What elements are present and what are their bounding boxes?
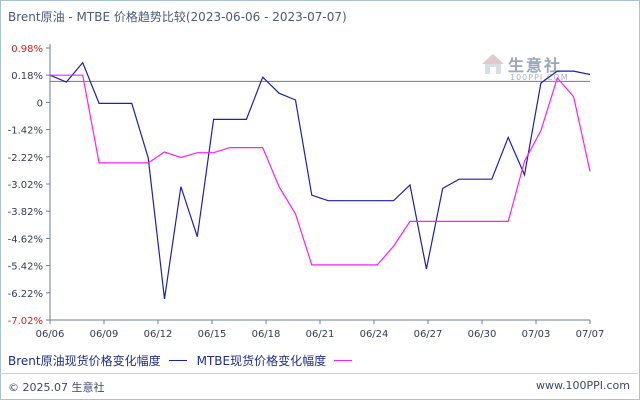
x-tick-label: 06/12 [144,329,173,340]
y-tick-label: -5.42% [8,262,43,273]
y-tick-label: 0 [37,98,43,109]
chart-axes [49,44,590,321]
x-tick-label: 07/07 [576,329,605,340]
footer-copyright: © 2025.07 生意社 [8,381,105,394]
logo-text: 生意社 [508,56,563,75]
x-tick-label: 06/15 [198,329,227,340]
y-tick-label: -1.42% [8,126,43,137]
y-axis-ticks: 0.98% 0.18% 0 -1.42% -2.22% -3.02% -3.82% -4.62… [8,44,50,327]
legend: Brent原油现货价格变化幅度 MTBE现货价格变化幅度 [8,352,362,369]
footer-divider [0,373,638,374]
legend-swatch-brent [168,360,187,361]
logo-icon [482,54,504,74]
x-tick-label: 06/06 [36,329,65,340]
legend-swatch-mtbe [334,360,353,361]
x-tick-label: 06/09 [90,329,119,340]
series-line-mtbe [50,74,591,266]
x-tick-label: 06/27 [414,329,443,340]
chart-title: Brent原油 - MTBE 价格趋势比较(2023-06-06 - 2023-… [8,10,347,24]
series-line-brent [49,61,591,299]
series-lines [49,61,591,299]
y-tick-label: -3.02% [8,180,43,191]
y-tick-label: -3.82% [8,207,43,218]
x-axis-ticks: 06/06 06/09 06/12 06/15 06/18 06/21 06/24 06/27… [36,320,605,340]
x-tick-label: 07/03 [522,329,551,340]
y-tick-label: -7.02% [8,316,43,327]
x-tick-label: 06/24 [360,329,389,340]
y-tick-label: -6.22% [8,289,43,300]
footer-site-link[interactable]: www.100PPI.com [536,379,630,392]
y-tick-label: -4.62% [8,234,43,245]
legend-label-mtbe: MTBE现货价格变化幅度 [196,354,327,368]
y-tick-label: -2.22% [8,153,43,164]
x-tick-label: 06/18 [252,329,281,340]
y-tick-label: 0.98% [11,44,43,55]
legend-label-brent: Brent原油现货价格变化幅度 [8,354,161,368]
y-tick-label: 0.18% [11,71,43,82]
x-tick-label: 06/21 [306,329,335,340]
logo-subtext: 100PPI.COM [510,73,569,82]
x-tick-label: 06/30 [468,329,497,340]
